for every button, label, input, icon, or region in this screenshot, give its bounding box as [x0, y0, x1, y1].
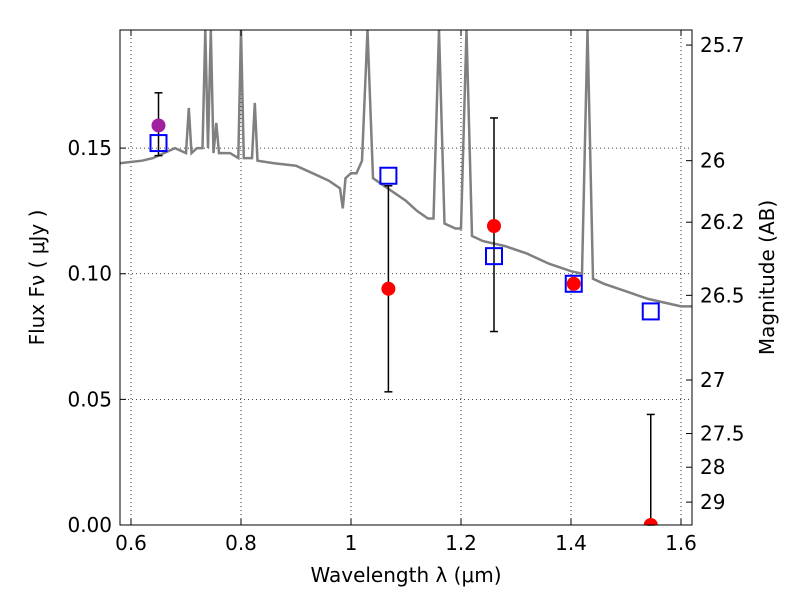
x-tick-label: 1 [345, 531, 358, 555]
y-tick-label: 0.10 [67, 262, 112, 286]
observed-point [643, 518, 658, 525]
model-photometry-square [641, 302, 660, 321]
errorbar-layer [154, 92, 655, 526]
model-spectrum-line [120, 30, 692, 308]
y2-tick-label: 27.5 [700, 422, 745, 446]
observed-point [487, 218, 501, 233]
x-tick-label: 1.2 [445, 531, 477, 555]
y2-axis-label: Magnitude (AB) [755, 200, 779, 355]
observed-point [151, 118, 166, 133]
y2-tick-label: 28 [700, 455, 725, 479]
y2-tick-label: 25.7 [700, 33, 745, 57]
y-tick-label: 0.00 [67, 513, 112, 537]
model-photometry-square [379, 166, 398, 185]
tick-layer: 0.6 0.8 1 1.2 1.4 1.6 0.00 0.05 0.10 0.15 25.7 26 26… [67, 30, 745, 555]
model-photometry-square [564, 274, 583, 293]
y-tick-label: 0.15 [67, 136, 112, 160]
x-tick-label: 0.6 [115, 531, 147, 555]
model-photometry-square [485, 247, 503, 266]
x-tick-label: 1.4 [555, 531, 587, 555]
observed-point [381, 281, 396, 296]
y-axis-label: Flux Fν ( μJy ) [25, 210, 49, 346]
y2-tick-label: 29 [700, 490, 725, 514]
observed-points [151, 118, 658, 525]
model-photometry-square [149, 134, 168, 153]
x-tick-label: 0.8 [225, 531, 257, 555]
y2-tick-label: 26 [700, 149, 725, 173]
x-axis-label: Wavelength λ (μm) [310, 563, 501, 587]
observed-point [566, 276, 581, 291]
y-tick-label: 0.05 [67, 387, 112, 411]
y2-tick-label: 26.5 [700, 283, 745, 307]
plot-frame [119, 29, 693, 526]
spectrum-layer [120, 30, 692, 308]
model-photometry-points [149, 134, 660, 321]
y2-tick-label: 26.2 [700, 210, 745, 234]
x-tick-label: 1.6 [665, 531, 697, 555]
y2-tick-label: 27 [700, 368, 725, 392]
